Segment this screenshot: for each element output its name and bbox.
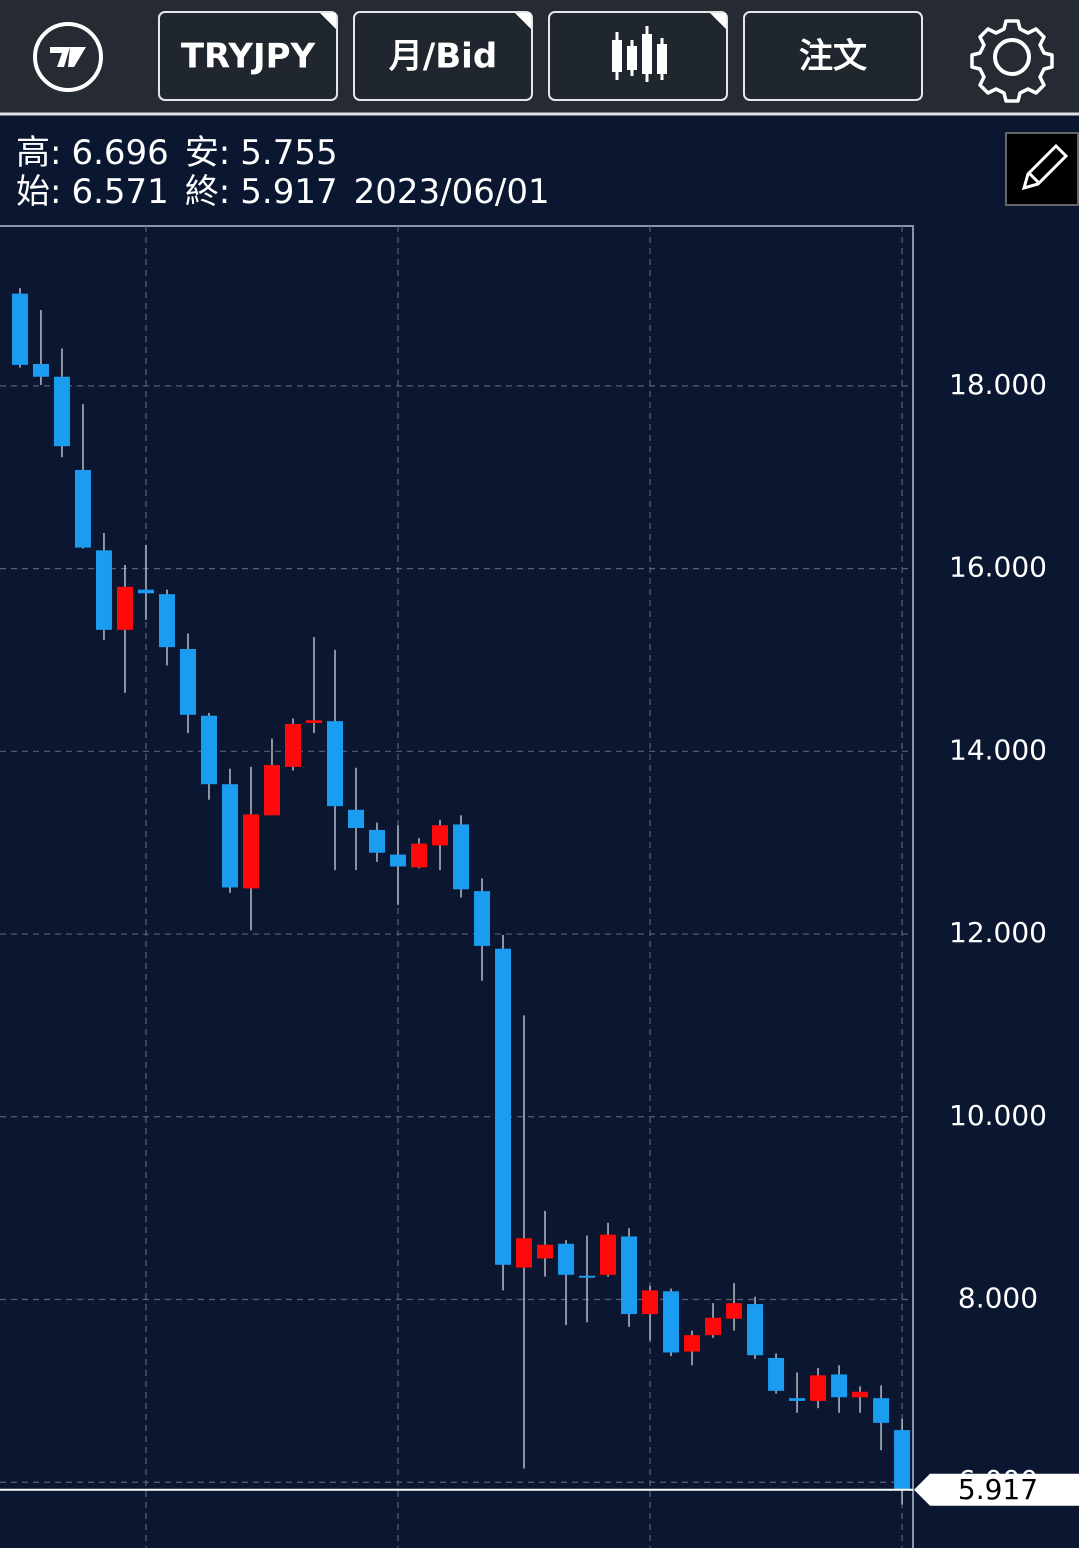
y-tick-label: 12.000 bbox=[949, 916, 1047, 949]
candle-body bbox=[831, 1374, 848, 1398]
candle-body bbox=[348, 809, 365, 829]
candle-body bbox=[474, 891, 491, 946]
candle-body bbox=[390, 854, 407, 867]
candle-body bbox=[32, 363, 49, 377]
candle-body bbox=[179, 649, 196, 715]
low-value: 5.755 bbox=[240, 133, 337, 173]
candle-body bbox=[495, 948, 512, 1265]
candle-body bbox=[369, 829, 386, 853]
candle-body bbox=[684, 1335, 701, 1352]
candle-body bbox=[284, 723, 301, 767]
open-label: 始: bbox=[16, 172, 61, 212]
candle-body bbox=[516, 1238, 533, 1268]
plot-area: 6.0008.00010.00012.00014.00016.00018.000… bbox=[0, 226, 1079, 1548]
candle-body bbox=[705, 1317, 722, 1336]
symbol-label: TRYJPY bbox=[181, 37, 316, 77]
candle-body bbox=[242, 814, 259, 889]
candle-body bbox=[200, 715, 217, 785]
candle-body bbox=[579, 1275, 596, 1278]
candle-body bbox=[411, 843, 428, 868]
symbol-button[interactable]: TRYJPY bbox=[158, 11, 338, 101]
candle-body bbox=[221, 784, 238, 888]
open-value: 6.571 bbox=[71, 172, 168, 212]
order-label: 注文 bbox=[799, 37, 867, 77]
y-tick-label: 14.000 bbox=[949, 733, 1047, 766]
candle-body bbox=[873, 1398, 890, 1423]
date: 2023/06/01 bbox=[354, 172, 550, 212]
candle-body bbox=[810, 1375, 827, 1401]
candle-body bbox=[621, 1236, 638, 1315]
logo-button[interactable] bbox=[33, 22, 103, 92]
draw-button[interactable] bbox=[1005, 132, 1079, 206]
plot-border bbox=[0, 225, 914, 1548]
period-label: 月/Bid bbox=[389, 37, 497, 77]
last-price-tag bbox=[914, 1473, 1079, 1506]
ohlc-line-1: 高: 6.696 安: 5.755 bbox=[16, 133, 338, 173]
last-price-label: 5.917 bbox=[958, 1473, 1038, 1506]
order-button[interactable]: 注文 bbox=[743, 11, 923, 101]
candle-body bbox=[74, 469, 91, 548]
low-label: 安: bbox=[185, 133, 230, 173]
candle-body bbox=[53, 376, 70, 447]
candle-body bbox=[326, 721, 343, 807]
candle-body bbox=[158, 594, 175, 648]
close-label: 終: bbox=[185, 172, 230, 212]
candle-body bbox=[432, 825, 449, 846]
candle-body bbox=[305, 720, 322, 724]
candle-body bbox=[642, 1290, 659, 1315]
candle-body bbox=[600, 1234, 617, 1275]
candle-body bbox=[95, 550, 112, 630]
candle-body bbox=[789, 1398, 806, 1401]
candle-body bbox=[558, 1243, 575, 1275]
period-button[interactable]: 月/Bid bbox=[353, 11, 533, 101]
candle-body bbox=[726, 1303, 743, 1319]
candle-body bbox=[116, 586, 133, 630]
chart-style-button[interactable] bbox=[548, 11, 728, 101]
candle-body bbox=[894, 1430, 911, 1490]
y-tick-label: 8.000 bbox=[958, 1281, 1038, 1314]
candle-body bbox=[137, 589, 154, 594]
candle-body bbox=[852, 1391, 869, 1398]
settings-button[interactable] bbox=[970, 19, 1054, 103]
candle-body bbox=[11, 293, 28, 365]
high-value: 6.696 bbox=[71, 133, 168, 173]
candle-body bbox=[747, 1304, 764, 1356]
candle-body bbox=[453, 824, 470, 890]
ohlc-line-2: 始: 6.571 終: 5.917 2023/06/01 bbox=[16, 172, 550, 212]
high-label: 高: bbox=[16, 133, 61, 173]
close-value: 5.917 bbox=[240, 172, 337, 212]
candle-body bbox=[768, 1357, 785, 1391]
y-tick-label: 10.000 bbox=[949, 1099, 1047, 1132]
y-tick-label: 16.000 bbox=[949, 551, 1047, 584]
candle-body bbox=[537, 1244, 554, 1259]
candle-body bbox=[663, 1291, 680, 1353]
candle-body bbox=[263, 765, 280, 816]
y-tick-label: 18.000 bbox=[949, 368, 1047, 401]
